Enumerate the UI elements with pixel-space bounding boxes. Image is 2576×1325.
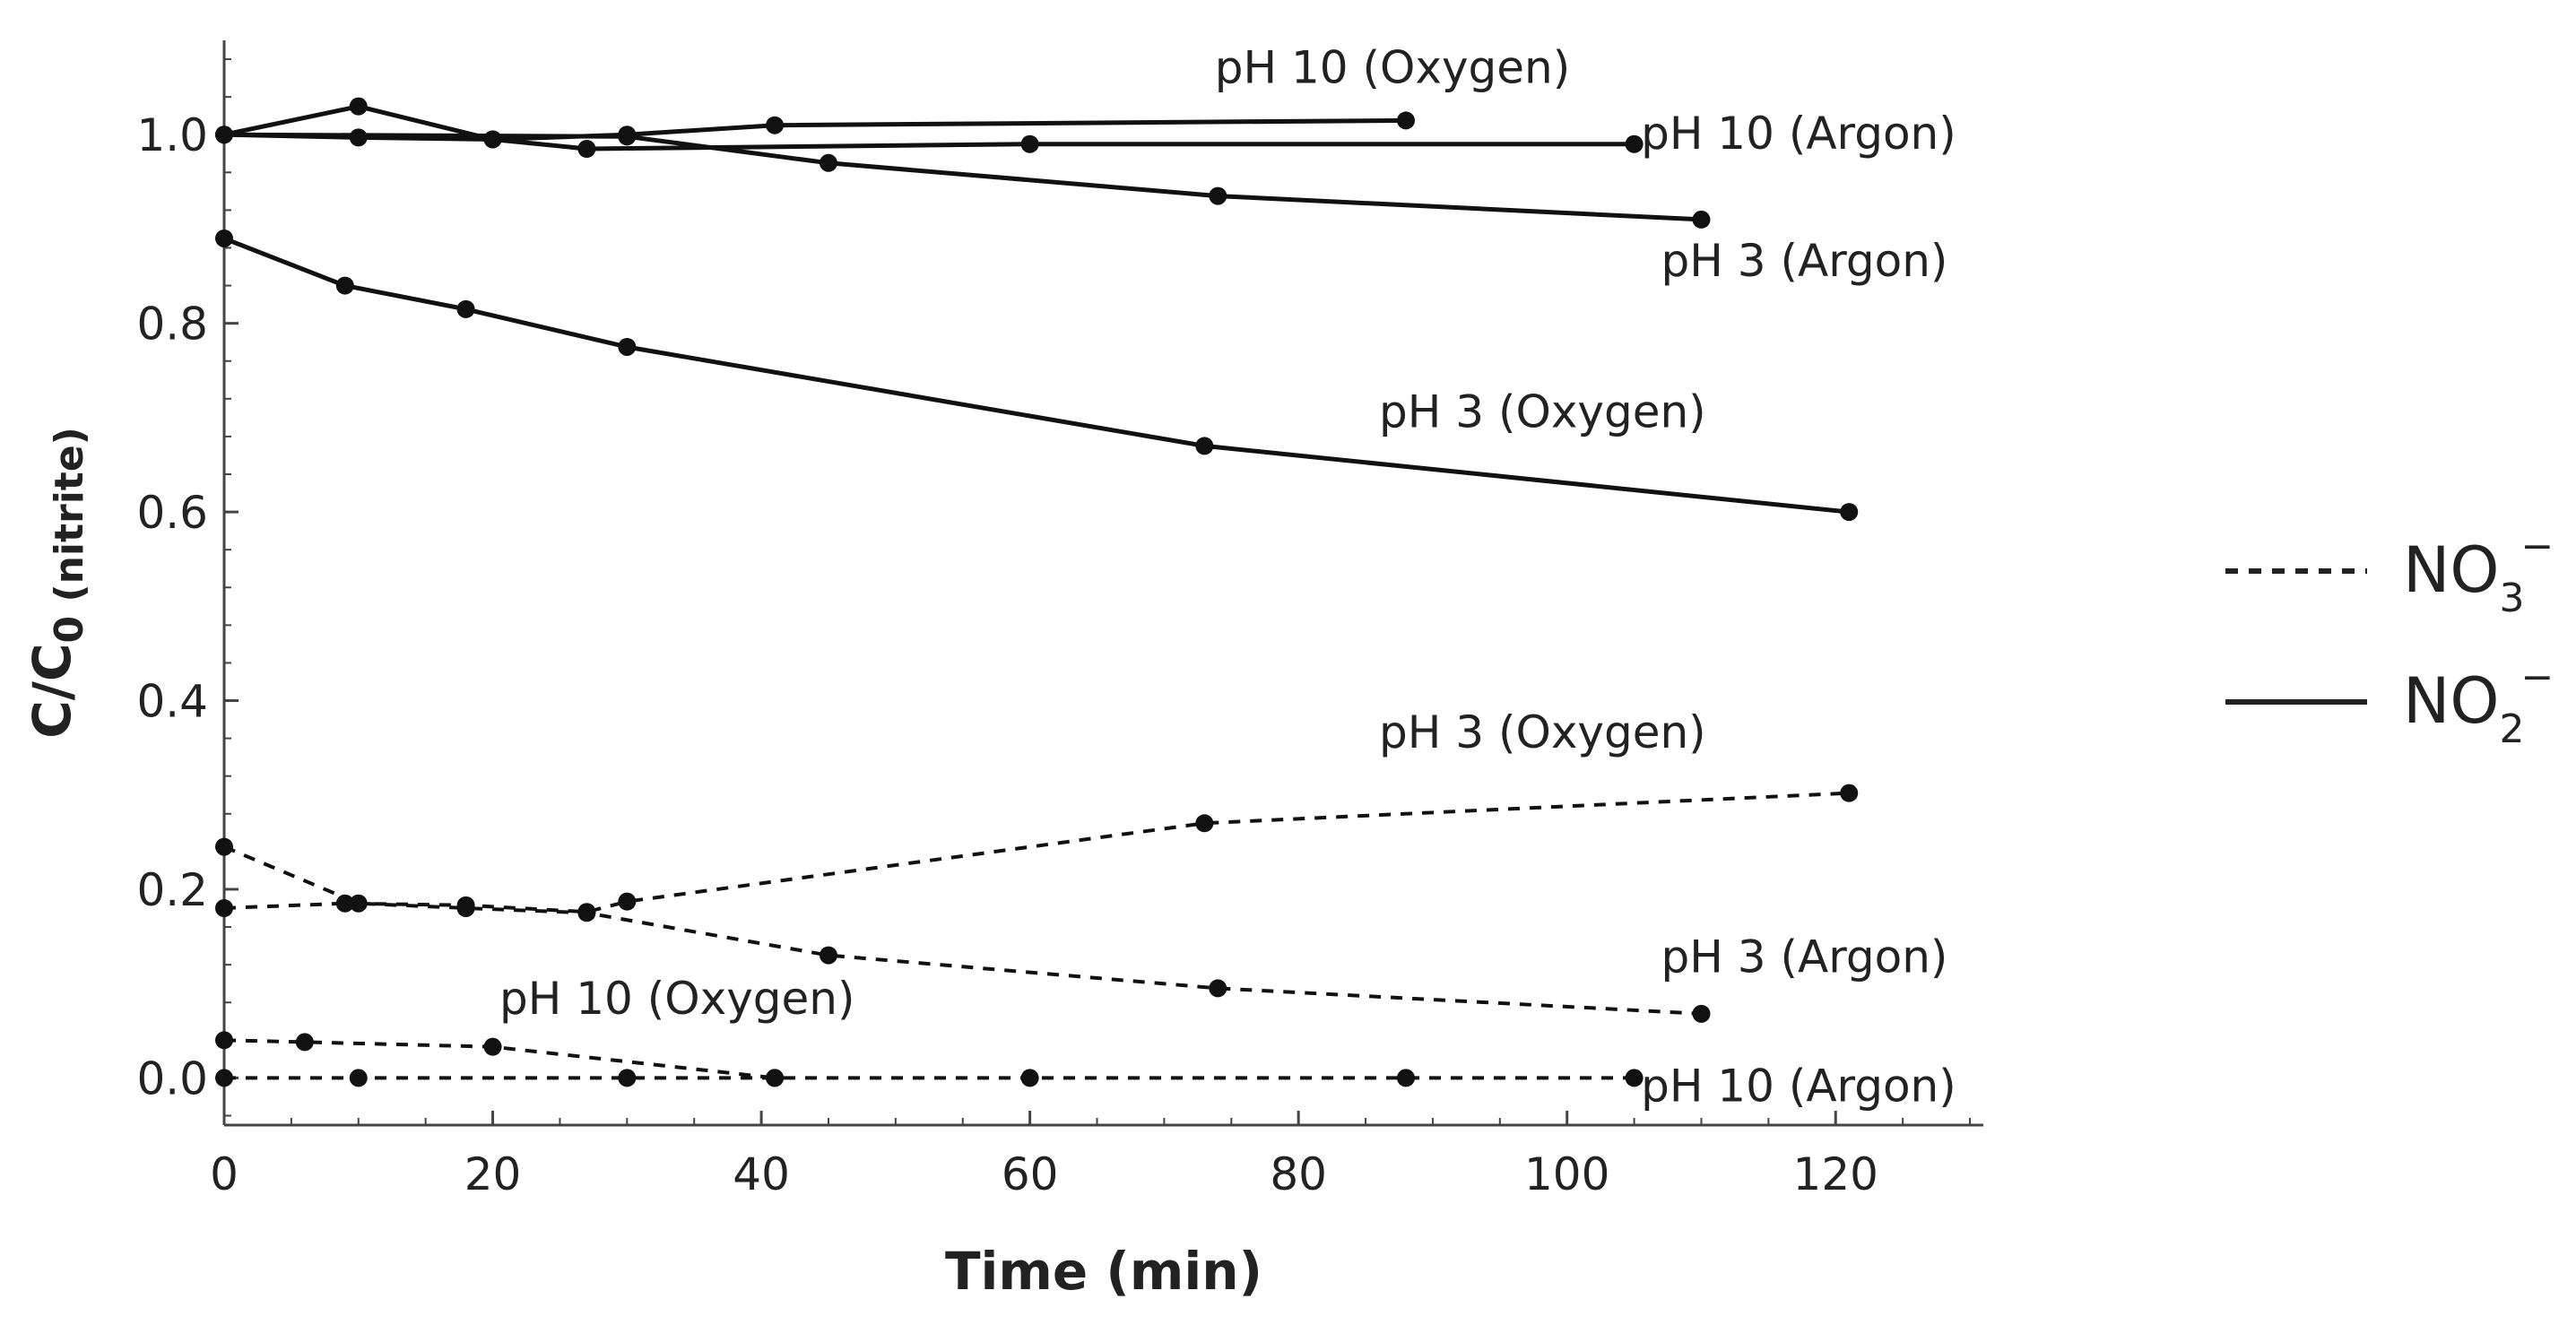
x-tick-label: 20 bbox=[464, 1148, 522, 1200]
series-nitrite-3 bbox=[215, 229, 1859, 522]
data-point bbox=[483, 130, 502, 149]
series-annotation: pH 3 (Argon) bbox=[1661, 931, 1948, 983]
data-point bbox=[1396, 111, 1415, 130]
x-tick-label: 40 bbox=[733, 1148, 790, 1200]
data-point bbox=[1840, 503, 1859, 522]
series-annotation: pH 3 (Oxygen) bbox=[1379, 706, 1706, 758]
annotations: pH 10 (Oxygen) pH 10 (Argon) pH 3 (Argon) p… bbox=[499, 41, 1956, 1112]
data-point bbox=[1209, 979, 1227, 998]
data-point bbox=[819, 946, 837, 965]
data-point bbox=[456, 899, 475, 917]
data-point bbox=[618, 892, 637, 911]
y-tick-label: 0.2 bbox=[136, 864, 208, 916]
data-point bbox=[1209, 186, 1227, 205]
y-tick-label: 1.0 bbox=[136, 109, 208, 161]
data-point bbox=[456, 299, 475, 318]
data-point bbox=[1625, 1069, 1644, 1087]
y-tick-label: 0.8 bbox=[136, 299, 208, 351]
data-point bbox=[1692, 1004, 1711, 1023]
legend-entry-nitrate: NO3− bbox=[2225, 524, 2554, 621]
ticks: 0 20 40 60 80 100 120 0.0 0.2 0.4 0.6 0.8 1.0 bbox=[136, 58, 1972, 1200]
series-nitrate-5 bbox=[215, 837, 1711, 1023]
legend-label-nitrate: NO3− bbox=[2403, 524, 2554, 621]
legend: NO3− NO2− bbox=[2225, 524, 2554, 752]
data-point bbox=[295, 1033, 314, 1052]
x-tick-label: 0 bbox=[210, 1148, 239, 1200]
series-annotation: pH 10 (Argon) bbox=[1641, 1061, 1956, 1113]
data-point bbox=[349, 97, 368, 116]
data-point bbox=[1840, 784, 1859, 802]
data-point bbox=[819, 153, 837, 172]
y-tick-label: 0.6 bbox=[136, 487, 208, 539]
data-point bbox=[1195, 437, 1214, 455]
data-point bbox=[1020, 1069, 1039, 1087]
series-line bbox=[223, 236, 1850, 515]
data-point bbox=[215, 899, 233, 917]
plot-area: 0 20 40 60 80 100 120 0.0 0.2 0.4 0.6 0.8 1.0 pH 10 … bbox=[136, 40, 1983, 1200]
y-tick-label: 0.4 bbox=[136, 676, 208, 728]
x-axis-title: Time (min) bbox=[945, 1241, 1262, 1302]
data-point bbox=[1625, 134, 1644, 153]
legend-label-nitrite: NO2− bbox=[2403, 654, 2554, 752]
data-point bbox=[215, 837, 233, 856]
series-nitrate-7 bbox=[215, 1069, 1644, 1087]
data-point bbox=[1020, 134, 1039, 153]
x-tick-label: 60 bbox=[1002, 1148, 1059, 1200]
data-point bbox=[577, 140, 596, 158]
legend-entry-nitrite: NO2− bbox=[2225, 654, 2554, 752]
data-point bbox=[335, 276, 354, 295]
series-group bbox=[215, 97, 1859, 1087]
series-nitrite-2 bbox=[215, 126, 1711, 229]
series-annotation: pH 10 (Argon) bbox=[1641, 108, 1956, 160]
data-point bbox=[215, 1031, 233, 1050]
series-annotation: pH 10 (Oxygen) bbox=[499, 973, 854, 1025]
series-line bbox=[223, 791, 1850, 914]
data-point bbox=[766, 1069, 785, 1087]
series-annotation: pH 10 (Oxygen) bbox=[1215, 41, 1570, 93]
series-nitrite-1 bbox=[215, 126, 1644, 158]
data-point bbox=[483, 1037, 502, 1056]
data-point bbox=[349, 1069, 368, 1087]
series-annotation: pH 3 (Oxygen) bbox=[1379, 385, 1706, 437]
data-point bbox=[1396, 1069, 1415, 1087]
data-point bbox=[215, 126, 233, 144]
data-point bbox=[618, 1069, 637, 1087]
data-point bbox=[618, 127, 637, 146]
x-tick-label: 80 bbox=[1270, 1148, 1327, 1200]
data-point bbox=[1692, 210, 1711, 229]
x-tick-label: 120 bbox=[1793, 1148, 1878, 1200]
x-tick-label: 100 bbox=[1524, 1148, 1609, 1200]
data-point bbox=[1195, 814, 1214, 833]
series-nitrite-0 bbox=[215, 97, 1415, 149]
series-line bbox=[223, 132, 1702, 222]
series-annotation: pH 3 (Argon) bbox=[1661, 235, 1948, 287]
y-axis-title-subscript: 0 (nitrite) bbox=[47, 427, 92, 643]
data-point bbox=[215, 229, 233, 247]
data-point bbox=[766, 116, 785, 134]
y-tick-label: 0.0 bbox=[136, 1052, 208, 1104]
y-axis-title: C/C0 (nitrite) bbox=[22, 427, 92, 739]
data-point bbox=[577, 904, 596, 922]
y-axis-title-main: C/C bbox=[22, 643, 82, 738]
data-point bbox=[215, 1069, 233, 1087]
series-line bbox=[223, 1038, 776, 1080]
data-point bbox=[349, 894, 368, 913]
data-point bbox=[618, 337, 637, 356]
series-line bbox=[223, 844, 1702, 1016]
